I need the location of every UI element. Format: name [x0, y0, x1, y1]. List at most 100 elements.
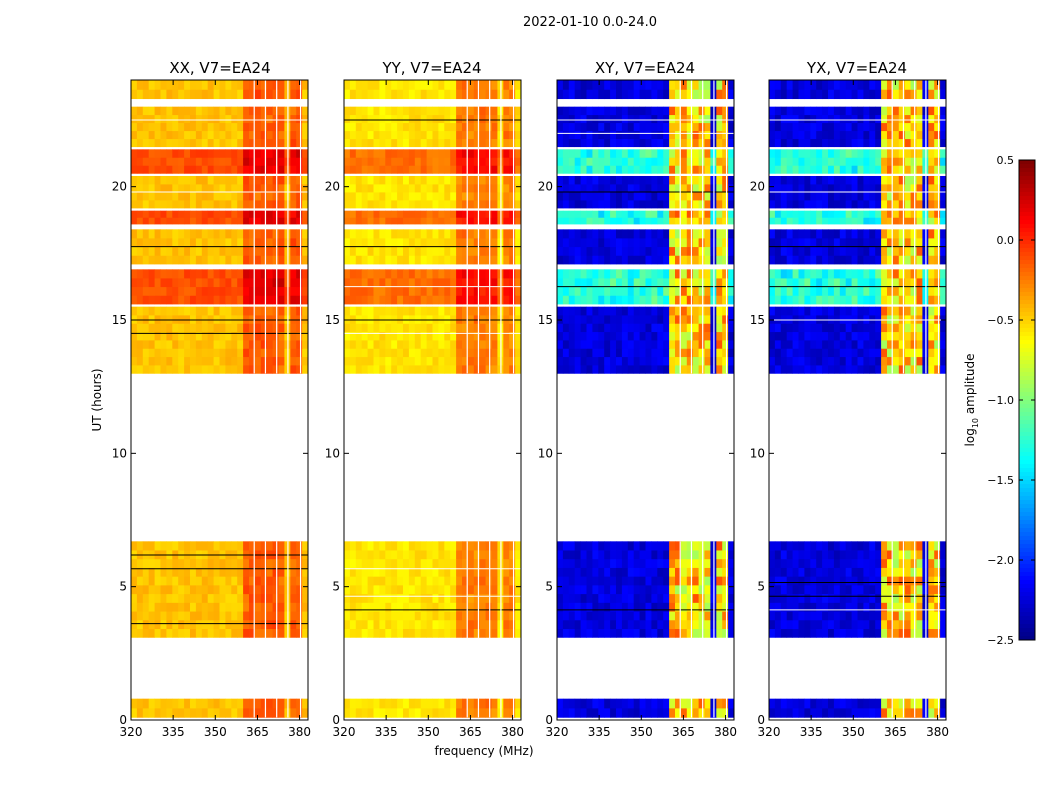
heatmap-cell [208, 217, 214, 224]
heatmap-cell [669, 269, 675, 278]
heatmap-cell [604, 594, 610, 603]
heatmap-cell [486, 708, 492, 718]
heatmap-cell [290, 247, 296, 256]
heatmap-cell [728, 323, 734, 332]
heatmap-cell [302, 229, 308, 238]
heatmap-cell [728, 295, 734, 304]
heatmap-cell [793, 568, 799, 577]
heatmap-cell [928, 576, 934, 585]
heatmap-cell [634, 200, 640, 208]
heatmap-cell [646, 269, 652, 278]
heatmap-cell [391, 176, 397, 184]
heatmap-cell [290, 585, 296, 594]
heatmap-cell [592, 192, 598, 200]
heatmap-cell [681, 295, 687, 304]
heatmap-cell [267, 348, 273, 357]
heatmap-cell [350, 107, 356, 115]
heatmap-cell [693, 365, 699, 374]
heatmap-cell [557, 107, 563, 115]
heatmap-cell [190, 157, 196, 165]
heatmap-cell [705, 348, 711, 357]
heatmap-cell [858, 576, 864, 585]
heatmap-cell [202, 541, 208, 550]
heatmap-cell [722, 200, 728, 208]
heatmap-cell [515, 699, 521, 709]
heatmap-cell [503, 211, 509, 218]
heatmap-cell [131, 315, 137, 324]
heatmap-cell [474, 184, 480, 192]
heatmap-cell [480, 184, 486, 192]
heatmap-cell [899, 357, 905, 366]
heatmap-cell [681, 123, 687, 131]
heatmap-cell [681, 211, 687, 218]
heatmap-cell [834, 332, 840, 341]
heatmap-cell [657, 559, 663, 568]
heatmap-cell [267, 307, 273, 316]
heatmap-cell [705, 149, 711, 157]
heatmap-cell [775, 594, 781, 603]
heatmap-cell [456, 107, 462, 115]
heatmap-cell [427, 192, 433, 200]
heatmap-cell [368, 115, 374, 123]
heatmap-cell [178, 323, 184, 332]
heatmap-cell [716, 365, 722, 374]
heatmap-cell [787, 620, 793, 629]
heatmap-cell [899, 287, 905, 296]
heatmap-cell [202, 149, 208, 157]
heatmap-cell [149, 107, 155, 115]
heatmap-cell [834, 541, 840, 550]
heatmap-cell [716, 594, 722, 603]
heatmap-cell [155, 629, 161, 638]
heatmap-cell [131, 149, 137, 157]
heatmap-cell [628, 357, 634, 366]
heatmap-cell [587, 315, 593, 324]
heatmap-cell [852, 287, 858, 296]
heatmap-cell [231, 149, 237, 157]
heatmap-cell [640, 123, 646, 131]
heatmap-cell [243, 287, 249, 296]
heatmap-cell [663, 620, 669, 629]
heatmap-cell [899, 559, 905, 568]
heatmap-cell [663, 89, 669, 99]
heatmap-cell [279, 139, 285, 147]
heatmap-cell [302, 247, 308, 256]
heatmap-cell [296, 165, 302, 173]
heatmap-cell [480, 323, 486, 332]
heatmap-cell [344, 278, 350, 287]
heatmap-cell [557, 217, 563, 224]
heatmap-cell [917, 576, 923, 585]
heatmap-cell [587, 699, 593, 709]
heatmap-cell [681, 184, 687, 192]
heatmap-cell [220, 80, 226, 90]
heatmap-cell [172, 184, 178, 192]
heatmap-cell [804, 594, 810, 603]
heatmap-cell [444, 184, 450, 192]
heatmap-cell [899, 708, 905, 718]
heatmap-cell [651, 165, 657, 173]
heatmap-cell [374, 157, 380, 165]
heatmap-cell [161, 139, 167, 147]
heatmap-cell [616, 357, 622, 366]
heatmap-cell [804, 568, 810, 577]
heatmap-cell [622, 620, 628, 629]
heatmap-cell [640, 107, 646, 115]
heatmap-cell [427, 611, 433, 620]
heatmap-cell [940, 287, 946, 296]
heatmap-cell [681, 269, 687, 278]
heatmap-cell [799, 629, 805, 638]
heatmap-cell [503, 585, 509, 594]
heatmap-cell [468, 307, 474, 316]
heatmap-cell [587, 80, 593, 90]
heatmap-cell [468, 278, 474, 287]
heatmap-cell [296, 541, 302, 550]
heatmap-cell [379, 269, 385, 278]
heatmap-cell [279, 620, 285, 629]
heatmap-cell [503, 107, 509, 115]
heatmap-cell [438, 357, 444, 366]
heatmap-cell [296, 602, 302, 611]
heatmap-cell [610, 323, 616, 332]
heatmap-cell [279, 357, 285, 366]
heatmap-cell [604, 115, 610, 123]
heatmap-cell [863, 287, 869, 296]
